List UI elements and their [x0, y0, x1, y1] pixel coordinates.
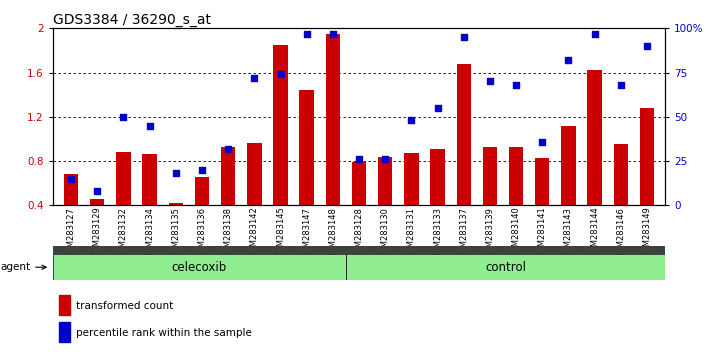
Bar [456, 64, 471, 205]
Point [92, 188, 103, 194]
Point [196, 167, 208, 173]
Bar [483, 147, 497, 205]
Bar [247, 143, 262, 205]
Point [327, 31, 339, 36]
Point [353, 156, 365, 162]
Bar [614, 144, 628, 205]
Point [170, 171, 182, 176]
Point [249, 75, 260, 81]
Point [144, 123, 156, 129]
Point [484, 79, 496, 84]
Bar [299, 90, 314, 205]
Point [65, 176, 77, 182]
Bar [346, 255, 665, 280]
Bar [53, 255, 346, 280]
Bar [53, 246, 665, 255]
Text: transformed count: transformed count [76, 301, 173, 311]
Text: agent: agent [0, 262, 46, 272]
Bar [561, 126, 576, 205]
Bar [195, 177, 209, 205]
Point [222, 146, 234, 152]
Point [379, 156, 391, 162]
Point [641, 43, 653, 49]
Bar [142, 154, 157, 205]
Bar [169, 203, 183, 205]
Point [615, 82, 627, 88]
Bar [430, 149, 445, 205]
Point [406, 118, 417, 123]
Text: control: control [485, 261, 526, 274]
Text: celecoxib: celecoxib [172, 261, 227, 274]
Point [432, 105, 444, 111]
Bar [59, 295, 70, 315]
Text: GDS3384 / 36290_s_at: GDS3384 / 36290_s_at [53, 13, 210, 27]
Bar [404, 153, 419, 205]
Bar [221, 147, 235, 205]
Point [301, 31, 313, 36]
Bar [273, 45, 288, 205]
Point [510, 82, 522, 88]
Bar [90, 199, 104, 205]
Bar [535, 158, 549, 205]
Bar [378, 156, 392, 205]
Point [458, 34, 470, 40]
Bar [509, 147, 523, 205]
Bar [59, 322, 70, 342]
Point [118, 114, 129, 120]
Point [589, 31, 601, 36]
Bar [116, 152, 131, 205]
Bar [587, 70, 602, 205]
Point [536, 139, 548, 144]
Bar [326, 34, 340, 205]
Point [562, 57, 574, 63]
Bar [64, 175, 78, 205]
Point [275, 72, 286, 77]
Text: percentile rank within the sample: percentile rank within the sample [76, 327, 252, 338]
Bar [640, 108, 654, 205]
Bar [352, 162, 366, 205]
